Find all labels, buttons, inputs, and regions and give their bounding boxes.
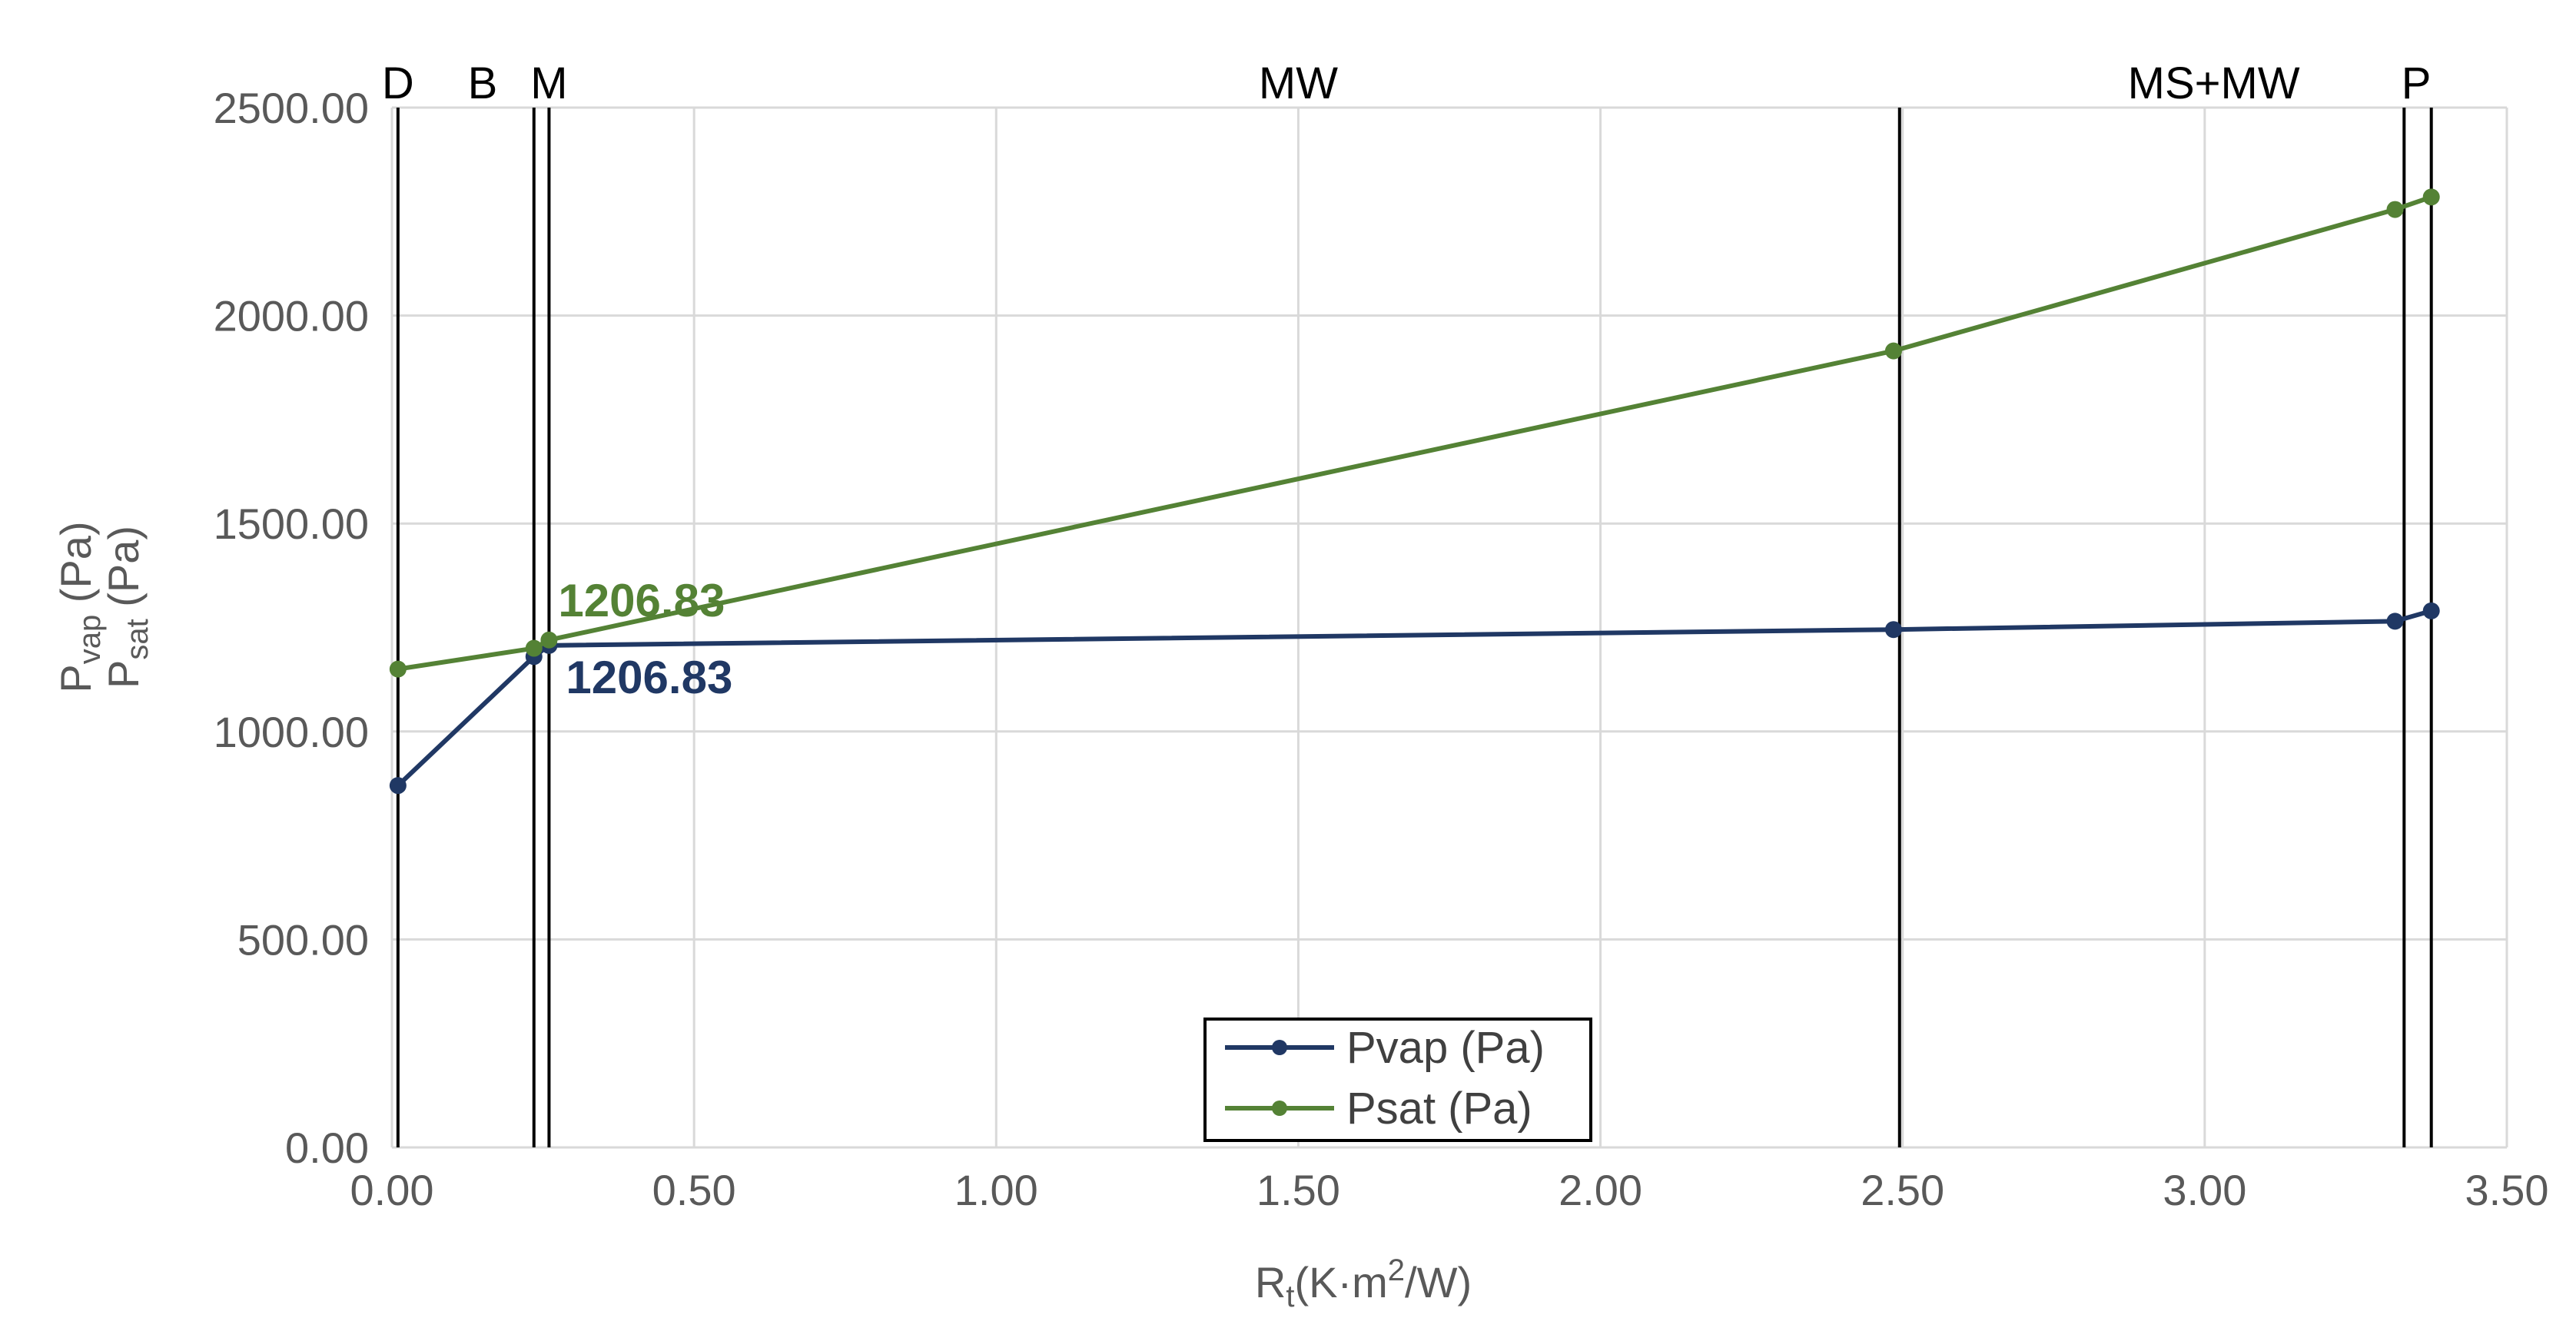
x-tick-label: 0.00: [350, 1166, 434, 1214]
legend-swatch-pvap-marker: [1272, 1040, 1287, 1055]
y-tick-label: 1500.00: [214, 500, 369, 548]
ylabel-sat-main: P: [99, 660, 148, 689]
series-0-point: [2422, 602, 2440, 619]
ylabel-sat-rest: (Pa): [99, 526, 148, 619]
xlabel-rest: (K·m: [1294, 1258, 1387, 1306]
series-1-point: [2386, 201, 2404, 218]
y-tick-label: 2500.00: [214, 84, 369, 132]
series-0-point: [1884, 621, 1902, 639]
legend: Pvap (Pa) Psat (Pa): [1203, 1018, 1592, 1142]
series-0-point: [389, 777, 407, 795]
data-label: 1206.83: [566, 652, 732, 703]
x-tick-label: 0.50: [652, 1166, 736, 1214]
series-1-point: [389, 660, 407, 678]
x-tick-label: 2.50: [1861, 1166, 1944, 1214]
y-tick-label: 1000.00: [214, 708, 369, 756]
series-1-point: [525, 639, 543, 657]
y-tick-label: 500.00: [237, 915, 369, 964]
series-group: [389, 188, 2440, 795]
x-tick-label: 1.00: [954, 1166, 1038, 1214]
x-tick-label: 1.50: [1256, 1166, 1340, 1214]
ylabel-vap-main: P: [51, 664, 100, 692]
layer-labels: D B M MW MS+MW P: [382, 58, 2431, 108]
layer-label: M: [530, 58, 567, 108]
xlabel-sup: 2: [1388, 1253, 1405, 1287]
layer-label: D: [382, 58, 414, 108]
legend-swatch-psat-marker: [1272, 1101, 1287, 1116]
series-1-point: [1884, 342, 1902, 360]
y-tick-label: 0.00: [285, 1124, 369, 1172]
layer-label: MS+MW: [2128, 58, 2300, 108]
xlabel-main: R: [1255, 1258, 1286, 1306]
legend-label-psat: Psat (Pa): [1346, 1084, 1532, 1134]
data-labels: 1206.83 1206.83: [558, 575, 732, 703]
y-tick-label: 2000.00: [214, 292, 369, 340]
x-tick-label: 2.00: [1559, 1166, 1642, 1214]
ylabel-vap-rest: (Pa): [51, 521, 100, 614]
xlabel-end: /W): [1405, 1258, 1472, 1306]
x-axis-title: Rt(K·m2/W): [1255, 1253, 1472, 1313]
data-label: 1206.83: [558, 575, 725, 626]
ylabel-vap-sub: vap: [73, 615, 107, 665]
y-axis-title-vap: Pvap (Pa): [51, 521, 107, 692]
y-axis-title-sat: Psat (Pa): [99, 526, 154, 689]
series-1-point: [2422, 188, 2440, 206]
xlabel-sub: t: [1286, 1280, 1294, 1313]
series-1-point: [540, 631, 558, 649]
x-tick-label: 3.00: [2163, 1166, 2246, 1214]
series-0-point: [2386, 613, 2404, 630]
ylabel-sat-sub: sat: [121, 619, 154, 659]
layer-label: B: [468, 58, 498, 108]
layer-label: P: [2402, 58, 2432, 108]
layer-label: MW: [1259, 58, 1338, 108]
x-tick-label: 3.50: [2465, 1166, 2549, 1214]
legend-label-pvap: Pvap (Pa): [1346, 1023, 1545, 1073]
legend-box: [1203, 1018, 1592, 1142]
grid: [390, 106, 2508, 1149]
tick-labels: 0.00 0.50 1.00 1.50 2.00 2.50 3.00 3.50 0.00 500.…: [214, 84, 2549, 1214]
